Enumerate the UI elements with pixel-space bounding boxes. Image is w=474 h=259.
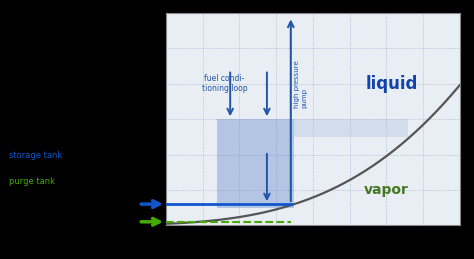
X-axis label: Temperature (°C): Temperature (°C)	[268, 248, 358, 257]
Text: fuel condi-
tioning loop: fuel condi- tioning loop	[202, 74, 247, 93]
Bar	[217, 119, 294, 208]
Y-axis label: Vapor pressure (bar): Vapor pressure (bar)	[131, 66, 141, 173]
Text: storage tank: storage tank	[9, 151, 63, 160]
Bar	[294, 119, 408, 137]
Text: purge tank: purge tank	[9, 177, 55, 186]
Text: liquid: liquid	[365, 75, 418, 93]
Text: high pressure
pump: high pressure pump	[294, 60, 308, 108]
Text: vapor: vapor	[364, 183, 409, 197]
